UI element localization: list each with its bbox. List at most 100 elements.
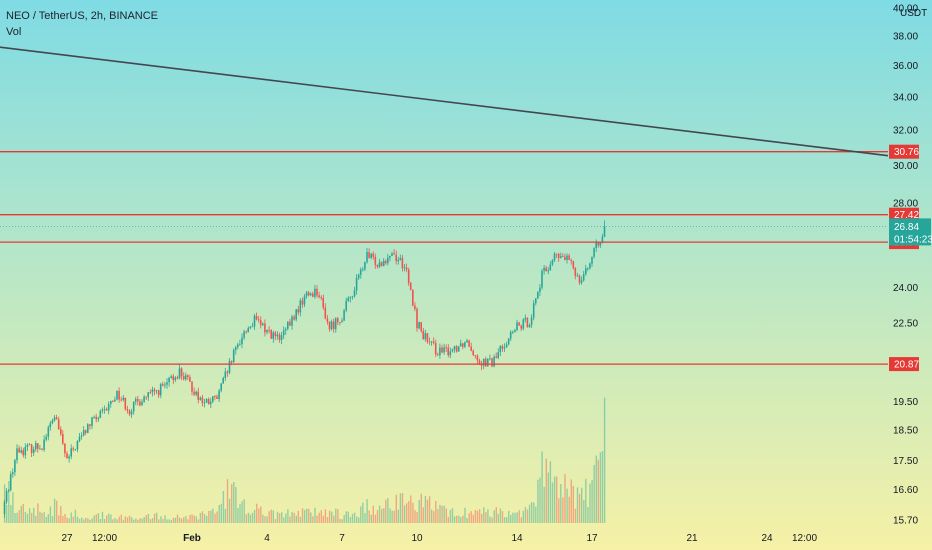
volume-bar — [212, 508, 214, 523]
volume-bar — [74, 509, 77, 523]
bar-countdown-label: 01:54:23 — [894, 234, 932, 245]
candle-body — [341, 320, 343, 323]
candle-body — [228, 360, 231, 373]
volume-bar — [83, 519, 85, 523]
candle-body — [432, 341, 435, 343]
volume-bar — [520, 517, 522, 523]
candle-body — [470, 346, 472, 351]
volume-bar — [585, 478, 587, 523]
candle-body — [535, 298, 537, 304]
candle-body — [9, 474, 12, 490]
x-tick-label: 12:00 — [92, 533, 117, 544]
candle-body — [212, 396, 214, 402]
volume-bar — [228, 498, 231, 523]
volume-bar — [172, 517, 175, 523]
volume-bar — [151, 518, 154, 523]
candle-body — [526, 317, 529, 328]
volume-bar — [566, 488, 568, 523]
volume-bar — [431, 509, 433, 523]
candle-body — [262, 323, 264, 326]
candle-body — [430, 341, 433, 343]
candle-body — [53, 417, 56, 421]
candle-body — [226, 371, 229, 373]
candle-body — [412, 290, 414, 306]
candle-body — [560, 256, 562, 258]
volume-bar — [268, 511, 270, 523]
volume-bar — [47, 514, 49, 523]
volume-bar — [468, 513, 470, 523]
volume-bar — [310, 512, 312, 523]
candle-body — [509, 332, 512, 339]
price-level-tag — [889, 207, 919, 222]
trend-line[interactable] — [0, 46, 889, 157]
candle-body — [22, 450, 24, 456]
candle-body — [455, 346, 458, 352]
symbol-title[interactable]: NEO / TetherUS, 2h, BINANCE — [6, 10, 159, 22]
candle-body — [107, 404, 110, 411]
volume-label[interactable]: Vol — [6, 26, 22, 38]
y-tick-label: 38.00 — [893, 32, 918, 43]
volume-bar — [166, 519, 168, 523]
candle-body — [74, 449, 77, 450]
candle-body — [189, 377, 191, 382]
candle-body — [382, 260, 385, 267]
price-level-tag — [889, 357, 919, 372]
volume-bar — [8, 481, 10, 523]
volume-bar — [537, 479, 539, 523]
volume-bar — [485, 512, 487, 523]
volume-bar — [87, 518, 89, 523]
volume-bar — [66, 517, 68, 523]
candle-body — [489, 358, 491, 360]
volume-bar — [556, 476, 558, 523]
price-level-tag-label: 20.87 — [894, 360, 919, 371]
candle-body — [518, 322, 520, 326]
volume-bar — [451, 508, 454, 523]
candle-body — [585, 268, 587, 275]
candle-body — [266, 329, 268, 333]
y-axis[interactable]: USDT40.0038.0036.0034.0032.0030.0028.002… — [893, 3, 927, 526]
candle-body — [576, 275, 579, 277]
volume-bar — [189, 514, 191, 523]
candle-body — [553, 253, 556, 261]
volume-bar — [168, 519, 170, 523]
candle-body — [353, 290, 356, 297]
volume-bar — [108, 513, 110, 523]
volume-bar — [58, 515, 60, 523]
candle-body — [491, 358, 493, 367]
volume-bar — [422, 507, 424, 523]
volume-bar — [249, 514, 252, 523]
candle-body — [572, 261, 575, 268]
candle-body — [30, 444, 33, 453]
candle-body — [497, 352, 499, 358]
candle-body — [162, 384, 164, 386]
volume-bar — [231, 484, 233, 523]
candle-body — [172, 376, 174, 381]
candle-body — [428, 341, 431, 343]
volume-bar — [245, 514, 247, 523]
volume-bar — [308, 508, 310, 523]
x-axis[interactable]: 27 12:00 Feb 4 7 10 14 17 21 24 12:00 — [61, 533, 817, 544]
candle-body — [343, 310, 345, 321]
candle-body — [197, 391, 199, 400]
volume-bar — [466, 517, 468, 523]
y-tick-label: 28.00 — [893, 199, 918, 210]
candle-body — [376, 264, 379, 267]
volume-bar — [535, 506, 537, 523]
volume-bar — [118, 516, 120, 523]
volume-bar — [345, 511, 347, 523]
candle-body — [101, 409, 104, 411]
candle-body — [176, 377, 179, 379]
candle-body — [507, 338, 510, 345]
volume-bar — [18, 510, 20, 523]
volume-bar — [158, 519, 160, 523]
volume-bar — [541, 451, 543, 523]
candle-body — [297, 309, 299, 313]
volume-bar — [510, 514, 512, 523]
volume-bar — [558, 498, 560, 523]
candle-body — [493, 356, 495, 367]
volume-bar — [139, 518, 141, 523]
candle-body — [93, 416, 95, 418]
